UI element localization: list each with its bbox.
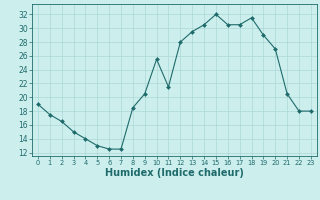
X-axis label: Humidex (Indice chaleur): Humidex (Indice chaleur) — [105, 168, 244, 178]
